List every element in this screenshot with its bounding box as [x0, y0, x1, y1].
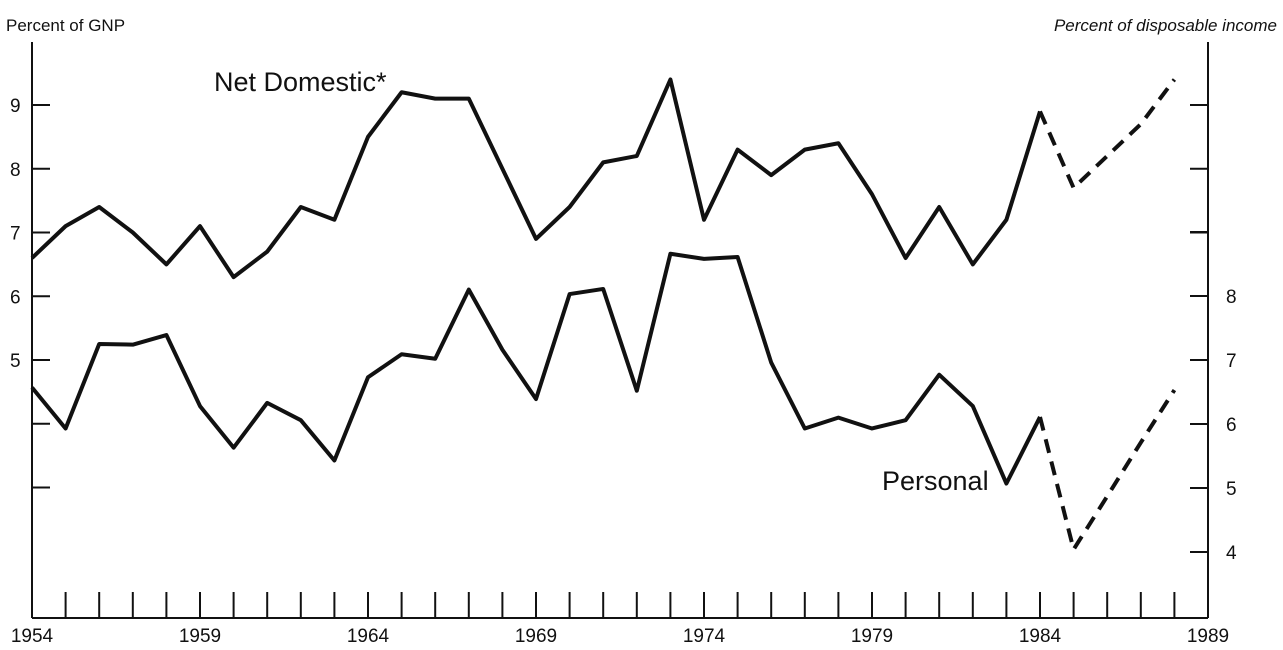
left-axis-tick-label: 5	[10, 351, 21, 372]
x-axis-tick-label: 1979	[851, 626, 893, 647]
right-axis-tick-label: 8	[1226, 287, 1237, 308]
x-axis-tick-label: 1969	[515, 626, 557, 647]
right-axis-tick-label: 5	[1226, 479, 1237, 500]
x-axis-tick-label: 1959	[179, 626, 221, 647]
right-axis-tick-label: 6	[1226, 415, 1237, 436]
axes: 5 6 7 8 9 4 5 6 7 8 1954 1959 1964 1969 1974 1979 1984 19…	[10, 42, 1237, 647]
right-axis-tick-label: 7	[1226, 351, 1237, 372]
x-axis-tick-label: 1989	[1187, 626, 1229, 647]
series-line-net-domestic	[30, 77, 1042, 280]
left-axis-tick-label: 8	[10, 160, 21, 181]
x-axis-tick-label: 1954	[11, 626, 54, 647]
right-axis-title: Percent of disposable income	[1053, 16, 1277, 35]
series-line-net-domestic-projection	[1038, 78, 1176, 190]
series-label-personal: Personal	[882, 466, 989, 496]
left-axis-title: Percent of GNP	[6, 16, 126, 35]
x-axis-tick-label: 1974	[683, 626, 726, 647]
series-line-personal-projection	[1038, 389, 1177, 552]
x-axis-tick-label: 1984	[1019, 626, 1062, 647]
right-axis-tick-label: 4	[1226, 543, 1237, 564]
left-axis-tick-label: 7	[10, 224, 21, 245]
series-label-net-domestic: Net Domestic*	[214, 67, 387, 97]
series-line-personal	[30, 251, 1042, 486]
x-axis-tick-label: 1964	[347, 626, 390, 647]
series-lines	[30, 77, 1177, 552]
left-axis-tick-label: 6	[10, 287, 21, 308]
left-axis-tick-label: 9	[10, 96, 21, 117]
